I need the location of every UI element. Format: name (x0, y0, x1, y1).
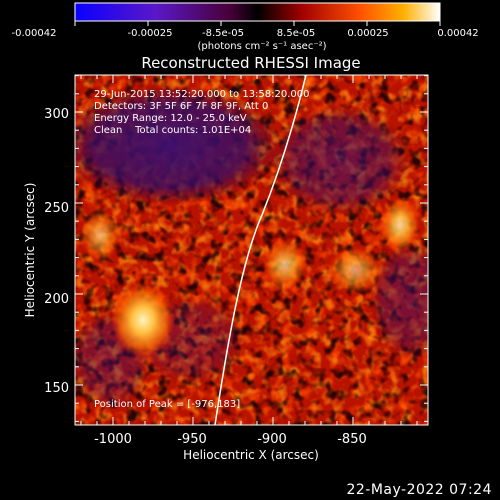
x-tick-label: -1000 (94, 432, 132, 447)
y-tick-label: 200 (44, 292, 69, 307)
plot-title: Reconstructed RHESSI Image (141, 54, 360, 72)
info-line-detectors: Detectors: 3F 5F 6F 7F 8F 9F, Att 0 (94, 101, 268, 112)
x-tick-label: -850 (337, 432, 367, 447)
info-line-counts: Clean Total counts: 1.01E+04 (94, 125, 251, 136)
x-axis-label: Heliocentric X (arcsec) (183, 448, 319, 462)
colorbar-tick-label: 8.5e-05 (277, 28, 315, 39)
y-axis-ticks (75, 75, 428, 422)
colorbar-tick-label: -0.00042 (12, 28, 57, 39)
colorbar-tick-label: 0.00042 (437, 28, 478, 39)
y-tick-label: 250 (44, 201, 69, 216)
colorbar-tick-label: 0.00025 (347, 28, 388, 39)
info-line-time: 29-Jun-2015 13:52:20.000 to 13:58:20.000 (94, 89, 310, 100)
x-tick-label: -900 (257, 432, 287, 447)
heatmap-image (75, 75, 428, 425)
colorbar: -0.00042 -0.00025 -8.5e-05 8.5e-05 0.000… (12, 2, 479, 52)
colorbar-tick-label: -0.00025 (128, 28, 173, 39)
peak-position-label: Position of Peak = [-976,183] (94, 399, 240, 410)
colorbar-units: (photons cm⁻² s⁻¹ asec⁻²) (197, 41, 326, 52)
info-line-energy: Energy Range: 12.0 - 25.0 keV (94, 113, 247, 124)
plot-frame (74, 74, 429, 426)
y-tick-label: 300 (44, 107, 69, 122)
footer-timestamp: 22-May-2022 07:24 (346, 482, 492, 498)
x-tick-label: -950 (177, 432, 207, 447)
y-tick-label: 150 (44, 381, 69, 396)
colorbar-ticks (74, 21, 441, 26)
colorbar-tick-label: -8.5e-05 (202, 28, 244, 39)
colorbar-gradient (74, 2, 441, 22)
solar-limb-line (214, 74, 307, 426)
y-axis-label: Heliocentric Y (arcsec) (23, 183, 37, 318)
x-axis-ticks (80, 75, 418, 425)
